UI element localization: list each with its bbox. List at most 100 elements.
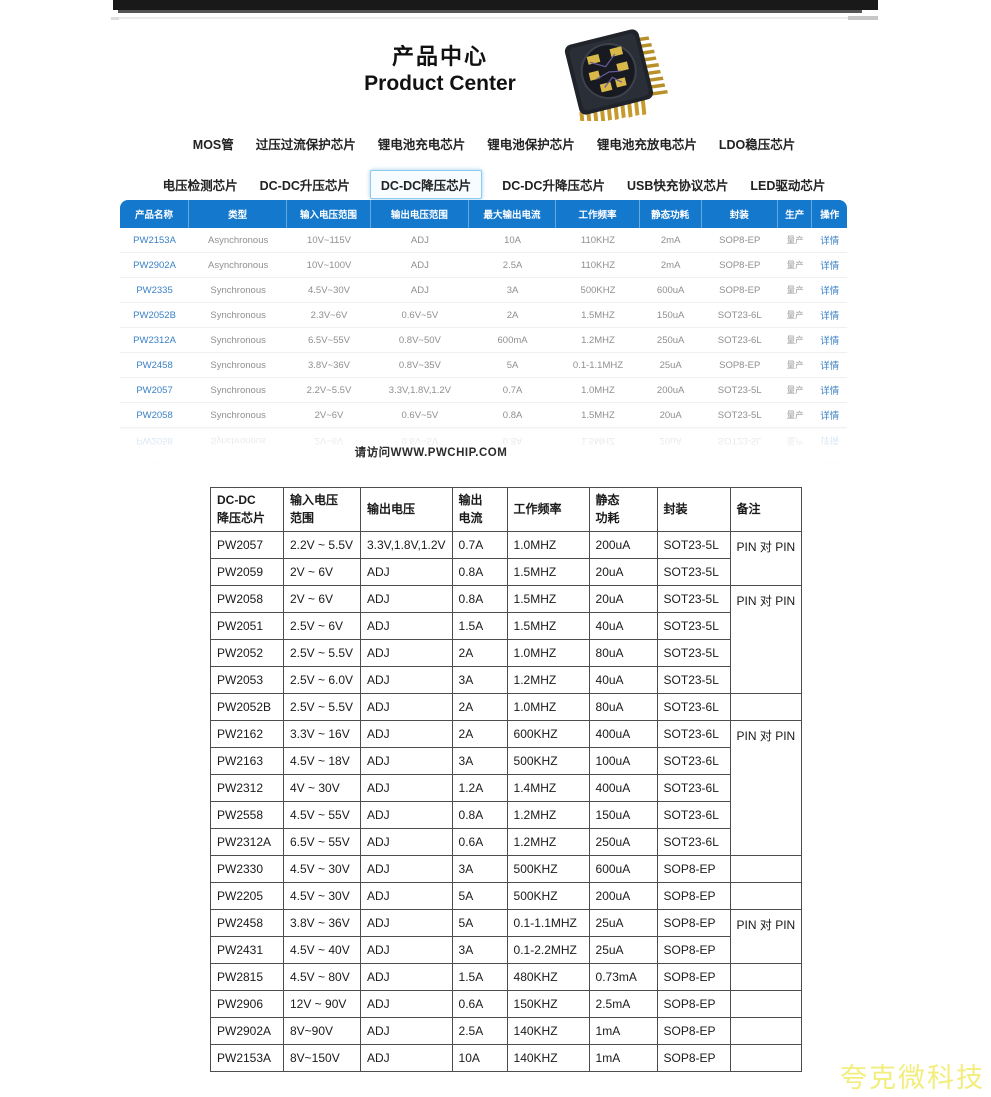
- detail-link[interactable]: 详情: [812, 378, 847, 403]
- nav-item[interactable]: MOS管: [192, 138, 234, 152]
- page-title-en: Product Center: [364, 72, 516, 96]
- package-cell: SOT23-6L: [656, 720, 731, 748]
- iout-cell: 10A: [468, 228, 557, 253]
- part-number-cell: PW2312A: [210, 828, 284, 856]
- nav-item[interactable]: LDO稳压芯片: [718, 138, 796, 152]
- product-name-link[interactable]: PW2335: [120, 278, 190, 303]
- freq-cell: 1.2MHZ: [506, 801, 590, 829]
- iout-cell: 2A: [468, 303, 557, 328]
- spec-table-row: PW2902A 8V~90V ADJ 2.5A 140KHZ 1mA SOP8-EP: [210, 1017, 803, 1045]
- nav-item[interactable]: DC-DC升降压芯片: [502, 179, 605, 193]
- detail-link[interactable]: 详情: [812, 228, 847, 253]
- part-number-cell: PW2162: [210, 720, 284, 748]
- package-cell: SOP8-EP: [656, 936, 731, 964]
- freq-cell: 150KHZ: [506, 990, 590, 1018]
- iout-cell: 3A: [451, 936, 508, 964]
- freq-cell: 110KHZ: [556, 228, 640, 253]
- spec-table-row: PW2312 4V ~ 30V ADJ 1.2A 1.4MHZ 400uA SOT23-6L: [210, 774, 802, 802]
- nav-item[interactable]: 锂电池充放电芯片: [596, 138, 697, 152]
- detail-link[interactable]: 详情: [812, 353, 847, 378]
- nav-item[interactable]: LED驱动芯片: [750, 179, 826, 193]
- product-name-link[interactable]: PW2902A: [120, 253, 190, 278]
- nav-item[interactable]: DC-DC升压芯片: [259, 179, 350, 193]
- iout-cell: 2A: [451, 693, 508, 721]
- iq-cell: 600uA: [588, 855, 658, 883]
- status-cell: 量产: [777, 403, 813, 428]
- iout-cell: 5A: [451, 909, 508, 937]
- product-name-link[interactable]: PW2153A: [120, 228, 190, 253]
- detail-link[interactable]: 详情: [812, 253, 847, 278]
- package-cell: SOT23-6L: [656, 801, 731, 829]
- freq-cell: 1.0MHZ: [506, 639, 590, 667]
- category-nav: MOS管 过压过流保护芯片 锂电池充电芯片 锂电池保护芯片 锂电池充放电芯片 LDO稳压芯…: [110, 130, 878, 212]
- vout-cell: 3.3V,1.8V,1.2V: [370, 378, 469, 403]
- remark-cell: PIN 对 PIN: [729, 585, 803, 694]
- product-table-row: PW2052B Synchronous 2.3V~6V 0.6V~5V 2A 1.5MHZ…: [120, 303, 847, 328]
- nav-item[interactable]: 电压检测芯片: [162, 179, 238, 193]
- detail-link[interactable]: 详情: [812, 328, 847, 353]
- vin-cell: 6.5V~55V: [287, 328, 371, 353]
- spec-table-header: 静态 功耗: [588, 487, 658, 532]
- freq-cell: 1.5MHZ: [506, 558, 590, 586]
- freq-cell: 1.2MHZ: [506, 666, 590, 694]
- remark-cell: [729, 855, 803, 883]
- brand-watermark: 夸克微科技: [840, 1063, 985, 1093]
- detail-link[interactable]: 详情: [812, 303, 847, 328]
- product-name-link[interactable]: PW2058: [120, 403, 190, 428]
- detail-link[interactable]: 详情: [812, 278, 847, 303]
- vout-cell: ADJ: [360, 693, 453, 721]
- spec-table-row: PW2906 12V ~ 90V ADJ 0.6A 150KHZ 2.5mA SOP8-EP: [210, 990, 803, 1018]
- part-number-cell: PW2815: [210, 963, 284, 991]
- part-number-cell: PW2431: [210, 936, 284, 964]
- nav-item[interactable]: USB快充协议芯片: [626, 179, 729, 193]
- vin-range-cell: 2.5V ~ 5.5V: [283, 693, 361, 721]
- freq-cell: 500KHZ: [506, 747, 590, 775]
- iq-cell: 250uA: [639, 328, 702, 353]
- part-number-cell: PW2051: [210, 612, 284, 640]
- freq-cell: 500KHZ: [506, 855, 590, 883]
- part-number-cell: PW2052: [210, 639, 284, 667]
- top-gray-bar: [118, 10, 862, 13]
- vin-range-cell: 8V~150V: [283, 1044, 361, 1072]
- spec-table-header-row: DC-DC 降压芯片 输入电压 范围 输出电压 输出 电流 工作频率 静态 功耗 封装 备注: [210, 487, 803, 532]
- vout-cell: ADJ: [360, 801, 453, 829]
- vout-cell: ADJ: [360, 666, 453, 694]
- part-number-cell: PW2312: [210, 774, 284, 802]
- iq-cell: 200uA: [588, 882, 658, 910]
- part-number-cell: PW2906: [210, 990, 284, 1018]
- vout-cell: ADJ: [360, 720, 453, 748]
- spec-table-header: DC-DC 降压芯片: [210, 487, 284, 532]
- product-table-header: 输出电压范围: [370, 200, 469, 228]
- package-cell: SOP8-EP: [656, 909, 731, 937]
- vout-cell: 0.6V~5V: [370, 303, 469, 328]
- remark-cell: [729, 693, 803, 721]
- freq-cell: 1.0MHZ: [506, 531, 590, 559]
- vin-range-cell: 8V~90V: [283, 1017, 361, 1045]
- nav-item[interactable]: 过压过流保护芯片: [255, 138, 356, 152]
- detail-link[interactable]: 详情: [812, 403, 847, 428]
- product-name-link[interactable]: PW2052B: [120, 303, 190, 328]
- freq-cell: 1.0MHZ: [556, 378, 640, 403]
- freq-cell: 1.5MHZ: [506, 585, 590, 613]
- product-name-link[interactable]: PW2312A: [120, 328, 190, 353]
- part-number-cell: PW2558: [210, 801, 284, 829]
- part-number-cell: PW2153A: [210, 1044, 284, 1072]
- iout-cell: 3A: [451, 747, 508, 775]
- nav-item[interactable]: 锂电池充电芯片: [377, 138, 466, 152]
- spec-table-row: PW2053 2.5V ~ 6.0V ADJ 3A 1.2MHZ 40uA SOT23-5L: [210, 666, 802, 694]
- nav-item[interactable]: 锂电池保护芯片: [487, 138, 575, 152]
- vout-cell: ADJ: [370, 253, 469, 278]
- part-number-cell: PW2458: [210, 909, 284, 937]
- freq-cell: 1.0MHZ: [506, 693, 590, 721]
- iout-cell: 0.8A: [451, 801, 508, 829]
- product-table-header: 类型: [189, 200, 288, 228]
- vin-cell: 4.5V~30V: [287, 278, 371, 303]
- iout-cell: 3A: [468, 278, 557, 303]
- vout-cell: ADJ: [360, 774, 453, 802]
- product-name-link[interactable]: PW2458: [120, 353, 190, 378]
- package-cell: SOT23-6L: [656, 828, 731, 856]
- remark-cell: PIN 对 PIN: [729, 909, 803, 964]
- vin-range-cell: 4.5V ~ 55V: [283, 801, 361, 829]
- product-name-link[interactable]: PW2057: [120, 378, 190, 403]
- nav-item[interactable]: DC-DC降压芯片: [369, 170, 483, 199]
